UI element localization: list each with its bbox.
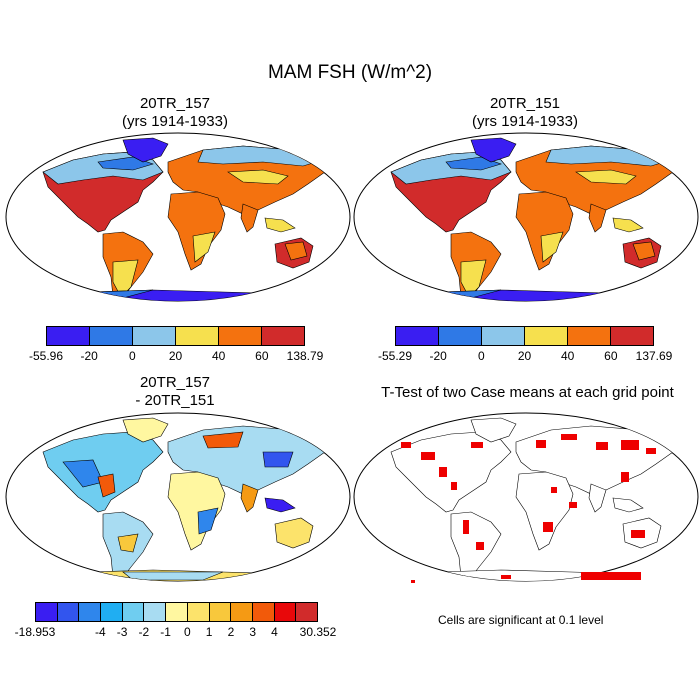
colorbar-tick-label: 0 (128, 349, 136, 363)
map-panel-1 (5, 132, 351, 302)
colorbar-swatch (144, 603, 167, 621)
colorbar-swatch (133, 327, 176, 345)
main-title: MAM FSH (W/m^2) (267, 62, 433, 83)
colorbar-tick-label: -1 (160, 625, 171, 639)
colorbar-tick-label: 137.69 (635, 349, 673, 363)
colorbar-tick-label: -55.96 (28, 349, 64, 363)
colorbar-swatch (231, 603, 253, 621)
panel-2-title: 20TR_151 (yrs 1914-1933) (410, 95, 640, 131)
panel-3-title: 20TR_157 - 20TR_151 (60, 374, 290, 410)
colorbar-swatch (47, 327, 90, 345)
colorbar-3 (35, 602, 318, 622)
panel-2-title-line2: (yrs 1914-1933) (472, 113, 578, 130)
panel-3-title-line2: - 20TR_151 (135, 392, 215, 409)
colorbar-tick-label: -4 (94, 625, 106, 639)
panel-1-title: 20TR_157 (yrs 1914-1933) (60, 95, 290, 131)
colorbar-3-labels: -18.953 -4 -3 -2 -1 0 1 2 3 4 30.352 (15, 625, 337, 641)
panel-3-title-line1: 20TR_157 (139, 374, 211, 391)
colorbar-swatch (79, 603, 102, 621)
colorbar-swatch (274, 603, 297, 621)
colorbar-tick-label: 60 (604, 349, 618, 363)
panel-4-title-line1: T-Test of two Case means at each grid po… (381, 384, 674, 401)
colorbar-tick-label: 0 (184, 625, 191, 639)
colorbar-tick-label: -3 (116, 625, 128, 639)
colorbar-tick-label: 40 (211, 349, 226, 363)
colorbar-swatch (187, 603, 210, 621)
colorbar-swatch (568, 327, 611, 345)
colorbar-swatch (262, 327, 304, 345)
colorbar-tick-label: 30.352 (299, 625, 337, 639)
colorbar-swatch (296, 603, 317, 621)
map-panel-3 (5, 412, 351, 582)
colorbar-swatch (57, 603, 80, 621)
colorbar-tick-label: -20 (80, 349, 98, 363)
colorbar-swatch (396, 327, 439, 345)
colorbar-tick-label: 138.79 (286, 349, 324, 363)
colorbar-tick-label: 0 (477, 349, 485, 363)
colorbar-swatch (101, 603, 123, 621)
colorbar-swatch (166, 603, 188, 621)
colorbar-swatch (176, 327, 219, 345)
colorbar-tick-label: -2 (138, 625, 150, 639)
colorbar-tick-label: 1 (205, 625, 213, 639)
colorbar-2-labels: -55.29 -20 0 20 40 60 137.69 (378, 349, 672, 365)
significance-note: Cells are significant at 0.1 level (438, 613, 604, 627)
colorbar-swatch (90, 327, 133, 345)
colorbar-tick-label: 3 (249, 625, 257, 639)
significant-cells (401, 434, 656, 583)
colorbar-swatch (252, 603, 275, 621)
colorbar-swatch (219, 327, 262, 345)
colorbar-tick-label: 40 (560, 349, 575, 363)
panel-4-title: T-Test of two Case means at each grid po… (355, 384, 700, 402)
colorbar-1 (46, 326, 305, 346)
colorbar-tick-label: 60 (255, 349, 269, 363)
colorbar-swatch (525, 327, 568, 345)
panel-1-title-line1: 20TR_157 (139, 95, 211, 112)
map-panel-2 (353, 132, 699, 302)
panel-1-title-line2: (yrs 1914-1933) (122, 113, 228, 130)
colorbar-tick-label: -55.29 (377, 349, 413, 363)
panel-2-title-line1: 20TR_151 (489, 95, 561, 112)
colorbar-tick-label: -20 (429, 349, 447, 363)
colorbar-tick-label: 2 (227, 625, 235, 639)
colorbar-tick-label: 20 (517, 349, 532, 363)
colorbar-swatch (209, 603, 232, 621)
colorbar-tick-label: 20 (168, 349, 183, 363)
colorbar-tick-label: -18.953 (14, 625, 56, 639)
colorbar-tick-label: 4 (271, 625, 278, 639)
map-panel-4 (353, 412, 699, 583)
colorbar-1-labels: -55.96 -20 0 20 40 60 138.79 (29, 349, 323, 365)
colorbar-swatch (36, 603, 58, 621)
colorbar-swatch (122, 603, 145, 621)
colorbar-swatch (482, 327, 525, 345)
colorbar-swatch (611, 327, 653, 345)
colorbar-swatch (439, 327, 482, 345)
colorbar-2 (395, 326, 654, 346)
